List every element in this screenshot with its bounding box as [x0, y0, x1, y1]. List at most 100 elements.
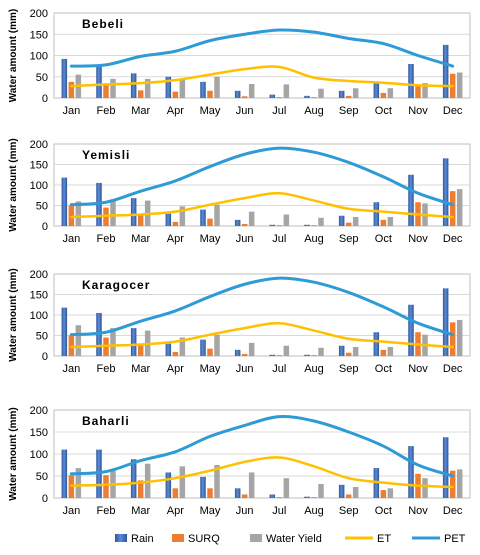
bar-surq	[311, 225, 317, 226]
x-tick-label: Feb	[97, 233, 116, 245]
bar-rain	[373, 332, 380, 356]
y-tick-label: 200	[30, 139, 48, 151]
bar-surq	[380, 92, 387, 98]
line-pet	[69, 28, 455, 68]
bar-rain	[200, 209, 206, 226]
bar-rain	[338, 345, 345, 356]
y-tick-label: 150	[30, 29, 48, 41]
x-tick-label: Nov	[408, 233, 428, 245]
bar-rain	[234, 488, 241, 498]
x-tick-label: Feb	[97, 505, 116, 517]
bar-water-yield	[179, 337, 186, 356]
bar-surq	[276, 355, 283, 356]
chart-panel-baharli: 0 50 100 150 200 Water amount (mm) Baharli Jan F…	[8, 405, 471, 517]
bar-rain	[234, 219, 241, 226]
bar-water-yield	[422, 83, 428, 98]
bar-water-yield	[352, 216, 359, 226]
bar-water-yield	[248, 211, 255, 226]
bar-rain	[200, 476, 206, 498]
x-tick-label: May	[200, 363, 221, 375]
bar-surq	[137, 480, 144, 498]
bar-rain	[165, 76, 172, 98]
bar-rain	[373, 202, 380, 226]
x-tick-label: May	[200, 505, 221, 517]
bar-surq	[137, 214, 144, 226]
x-tick-label: Oct	[375, 363, 392, 375]
bar-surq	[345, 222, 352, 226]
bar-rain	[408, 174, 414, 226]
bar-rain	[442, 158, 449, 226]
bar-surq	[380, 490, 387, 498]
bar-rain	[61, 307, 68, 356]
bar-surq	[137, 90, 144, 98]
bar-surq	[415, 84, 421, 98]
bar-rain	[130, 198, 137, 226]
bar-surq	[311, 97, 317, 98]
bar-rain	[165, 213, 172, 226]
x-tick-label: Jun	[236, 363, 254, 375]
bar-rain	[200, 339, 206, 356]
bar-water-yield	[422, 478, 428, 498]
bar-rain	[165, 472, 172, 498]
bar-water-yield	[456, 319, 463, 356]
bar-rain	[234, 90, 241, 98]
bar-surq	[207, 90, 213, 98]
x-tick-label: Sep	[339, 363, 359, 375]
x-tick-label: Aug	[304, 233, 324, 245]
bar-water-yield	[318, 217, 324, 226]
x-tick-label: Jun	[236, 233, 254, 245]
bar-surq	[276, 97, 283, 98]
bar-surq	[276, 225, 283, 226]
bar-rain	[269, 94, 276, 98]
y-tick-label: 150	[30, 160, 48, 172]
x-tick-label: Dec	[443, 363, 463, 375]
chart-panel-karagocer: 0 50 100 150 200 Water amount (mm) Karagocer Ja…	[8, 268, 471, 375]
bar-rain	[234, 349, 241, 356]
bar-surq	[241, 494, 248, 498]
bar-water-yield	[214, 465, 220, 498]
x-tick-label: Mar	[131, 233, 150, 245]
bar-rain	[96, 64, 102, 98]
bar-surq	[276, 497, 283, 498]
bar-water-yield	[75, 468, 82, 498]
x-tick-label: Jul	[272, 505, 286, 517]
bar-surq	[68, 81, 75, 98]
bar-surq	[207, 348, 213, 356]
bar-water-yield	[179, 466, 186, 498]
x-tick-label: Mar	[131, 363, 150, 375]
bar-water-yield	[75, 325, 82, 356]
bar-water-yield	[456, 72, 463, 98]
panel-title: Yemisli	[82, 148, 130, 162]
panel-title: Bebeli	[82, 17, 124, 31]
x-tick-label: Jan	[62, 363, 80, 375]
bar-rain	[269, 224, 276, 226]
x-tick-label: Dec	[443, 105, 463, 117]
bar-water-yield	[248, 472, 255, 498]
x-tick-label: Nov	[408, 505, 428, 517]
bar-rain	[130, 459, 137, 498]
x-tick-label: Oct	[375, 233, 392, 245]
bar-rain	[408, 304, 414, 356]
bar-water-yield	[387, 216, 394, 226]
bar-rain	[61, 449, 68, 498]
bar-water-yield	[75, 201, 82, 226]
bar-water-yield	[352, 487, 359, 498]
x-tick-label: May	[200, 105, 221, 117]
bar-water-yield	[283, 84, 290, 98]
bar-rain	[338, 215, 345, 226]
x-tick-label: Jun	[236, 105, 254, 117]
bar-rain	[338, 90, 345, 98]
bar-surq	[345, 95, 352, 98]
legend-label-et: ET	[377, 533, 391, 545]
bar-water-yield	[248, 342, 255, 356]
y-axis-label: Water amount (mm)	[8, 138, 19, 232]
bar-water-yield	[179, 79, 186, 98]
line-pet	[69, 276, 455, 337]
bar-water-yield	[214, 76, 220, 98]
y-tick-label: 200	[30, 269, 48, 281]
bar-surq	[207, 218, 213, 226]
bar-water-yield	[214, 334, 220, 356]
bar-surq	[137, 344, 144, 356]
legend-swatch-rain	[115, 534, 127, 542]
bar-water-yield	[110, 199, 116, 226]
